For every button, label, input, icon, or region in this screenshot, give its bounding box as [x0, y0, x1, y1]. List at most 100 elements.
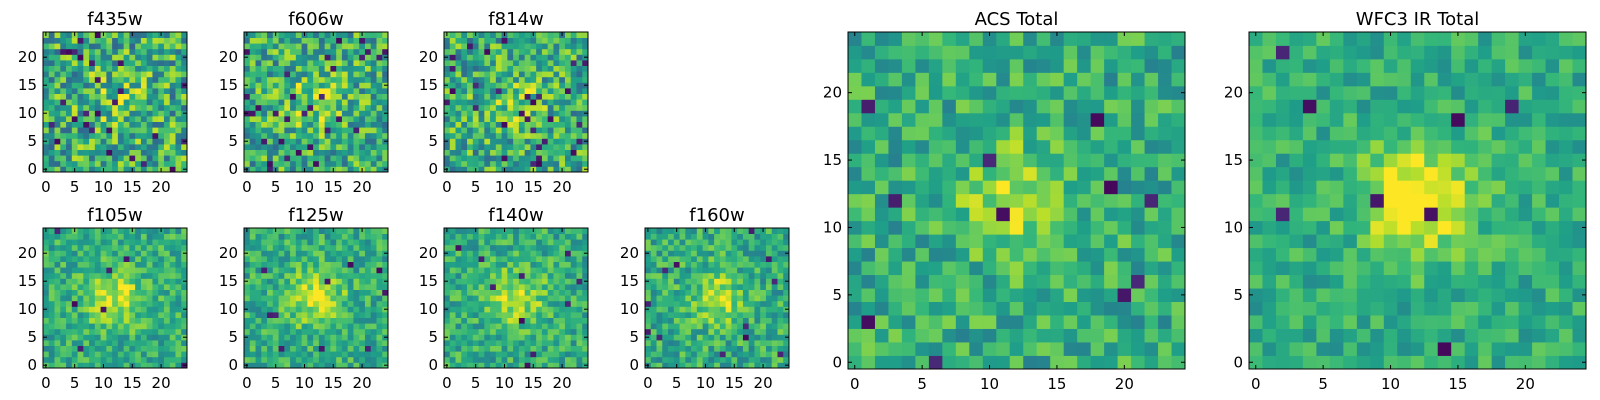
heatmap-cell: [490, 71, 497, 78]
heatmap-cell: [83, 328, 90, 335]
heatmap-cell: [301, 340, 308, 346]
heatmap-cell: [158, 312, 165, 318]
heatmap-cell: [702, 233, 709, 240]
heatmap-cell: [347, 127, 354, 134]
heatmap-cell: [129, 110, 136, 117]
heatmap-cell: [1023, 180, 1038, 195]
heatmap-cell: [313, 267, 320, 274]
heatmap-cell: [1090, 288, 1105, 302]
heatmap-cell: [370, 65, 377, 72]
heatmap-cell: [117, 121, 125, 128]
heatmap-cell: [66, 155, 73, 162]
heatmap-cell: [278, 48, 285, 55]
heatmap-cell: [54, 138, 61, 145]
heatmap-cell: [77, 76, 84, 83]
heatmap-cell: [318, 278, 326, 285]
heatmap-cell: [175, 99, 182, 106]
heatmap-cell: [576, 317, 583, 324]
heatmap-cell: [94, 351, 101, 358]
heatmap-cell: [501, 71, 508, 78]
heatmap-cell: [702, 312, 709, 318]
heatmap-cells: [43, 32, 188, 173]
heatmap-cell: [668, 295, 675, 302]
heatmap-cell: [313, 121, 320, 128]
heatmap-cell: [295, 82, 302, 89]
heatmap-cell: [295, 48, 302, 55]
heatmap-cell: [495, 317, 502, 324]
heatmap-cell: [536, 312, 543, 318]
heatmap-cell: [129, 48, 136, 55]
heatmap-cell: [267, 110, 274, 117]
heatmap-cell: [376, 93, 383, 100]
heatmap-cell: [359, 121, 366, 128]
heatmap-cell: [89, 88, 96, 94]
heatmap-cell: [66, 116, 73, 122]
heatmap-cell: [524, 43, 531, 50]
heatmap-cell: [295, 295, 302, 302]
heatmap-cell: [66, 149, 73, 156]
heatmap-cell: [244, 233, 251, 240]
heatmap-cell: [501, 121, 508, 128]
heatmap-cell: [370, 110, 377, 117]
heatmap-cell: [359, 345, 366, 352]
heatmap-cell: [301, 65, 308, 72]
heatmap-cell: [135, 306, 142, 313]
heatmap-cell: [106, 267, 113, 274]
heatmap-cell: [307, 306, 314, 313]
heatmap-cell: [507, 37, 514, 44]
heatmap-cell: [353, 351, 360, 358]
heatmap-cell: [278, 88, 285, 94]
heatmap-cell: [928, 193, 943, 208]
heatmap-cell: [60, 104, 67, 111]
heatmap-cell: [244, 289, 251, 296]
heatmap-cell: [501, 278, 508, 285]
heatmap-cell: [140, 138, 148, 145]
heatmap-cell: [284, 345, 291, 352]
heatmap-cells: [244, 32, 389, 173]
heatmap-cell: [106, 104, 113, 111]
heatmap-cell: [100, 155, 107, 162]
heatmap-cell: [364, 144, 372, 150]
heatmap-cell: [570, 149, 577, 156]
heatmap-cell: [507, 104, 514, 111]
heatmap-cell: [158, 110, 165, 117]
heatmap-cell: [71, 317, 78, 324]
heatmap-cell: [94, 284, 101, 290]
heatmap-cell: [324, 132, 331, 139]
heatmap-cell: [742, 317, 750, 324]
heatmap-cell: [541, 312, 549, 318]
heatmap-cell: [77, 334, 84, 341]
heatmap-cell: [570, 300, 577, 307]
heatmap-cell: [507, 334, 514, 341]
heatmap-cell: [290, 272, 297, 279]
heatmap-cell: [278, 261, 285, 268]
heatmap-cell: [714, 278, 721, 285]
heatmap-cell: [461, 76, 468, 83]
heatmap-cell: [163, 116, 171, 122]
heatmap-cell: [530, 110, 537, 117]
y-tick-label: 10: [620, 300, 639, 318]
heatmap-cell: [518, 82, 526, 89]
heatmap-cell: [244, 144, 251, 150]
heatmap-cell: [249, 138, 256, 145]
heatmap-cell: [301, 284, 308, 290]
heatmap-cell: [261, 239, 268, 246]
heatmap-cell: [1158, 234, 1172, 249]
heatmap-cell: [364, 289, 372, 296]
heatmap-cell: [94, 239, 101, 246]
heatmap-cell: [313, 284, 320, 290]
heatmap-cell: [524, 138, 531, 145]
heatmap-cell: [530, 121, 537, 128]
heatmap-cell: [765, 351, 773, 358]
heatmap-cell: [507, 149, 514, 156]
heatmap-cell: [60, 65, 67, 72]
heatmap-cell: [71, 239, 78, 246]
heatmap-cell: [783, 317, 790, 324]
heatmap-cell: [1090, 261, 1105, 276]
heatmap-cell: [524, 54, 531, 61]
heatmap-cell: [336, 160, 343, 167]
heatmap-cell: [928, 207, 943, 222]
heatmap-cell: [43, 149, 50, 156]
heatmap-cell: [472, 121, 479, 128]
heatmap-cell: [255, 99, 262, 106]
